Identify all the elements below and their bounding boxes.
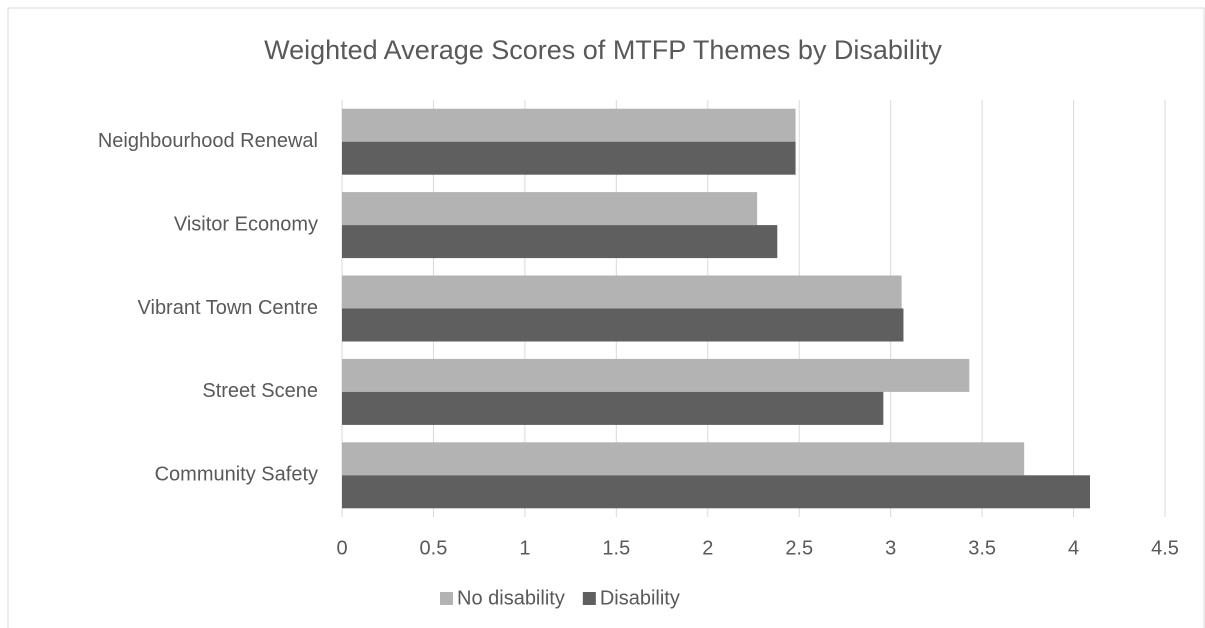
- chart-title: Weighted Average Scores of MTFP Themes b…: [264, 35, 942, 65]
- bar: [342, 192, 758, 226]
- x-tick-label: 2.5: [785, 537, 813, 559]
- legend-swatch: [582, 592, 596, 605]
- bar: [342, 391, 884, 425]
- y-tick-label: Community Safety: [155, 464, 318, 486]
- bar: [342, 358, 970, 392]
- bar: [342, 442, 1025, 476]
- y-tick-label: Neighbourhood Renewal: [98, 130, 318, 152]
- x-tick-label: 2: [702, 537, 713, 559]
- y-tick-label: Vibrant Town Centre: [138, 297, 318, 319]
- x-tick-label: 3.5: [968, 537, 996, 559]
- bar: [342, 141, 796, 175]
- x-tick-label: 4: [1068, 537, 1079, 559]
- x-tick-label: 1.5: [602, 537, 630, 559]
- bar: [342, 108, 796, 142]
- x-tick-label: 1: [519, 537, 530, 559]
- bar: [342, 475, 1091, 509]
- legend-label: Disability: [600, 587, 680, 609]
- bar: [342, 225, 778, 259]
- x-tick-label: 4.5: [1151, 537, 1179, 559]
- y-tick-label: Street Scene: [202, 380, 318, 402]
- bar: [342, 308, 904, 342]
- x-tick-label: 0: [336, 537, 347, 559]
- bar: [342, 275, 902, 309]
- x-tick-label: 0.5: [420, 537, 448, 559]
- x-tick-label: 3: [885, 537, 896, 559]
- legend-label: No disability: [457, 587, 565, 609]
- y-tick-label: Visitor Economy: [174, 213, 318, 235]
- legend-swatch: [440, 592, 453, 605]
